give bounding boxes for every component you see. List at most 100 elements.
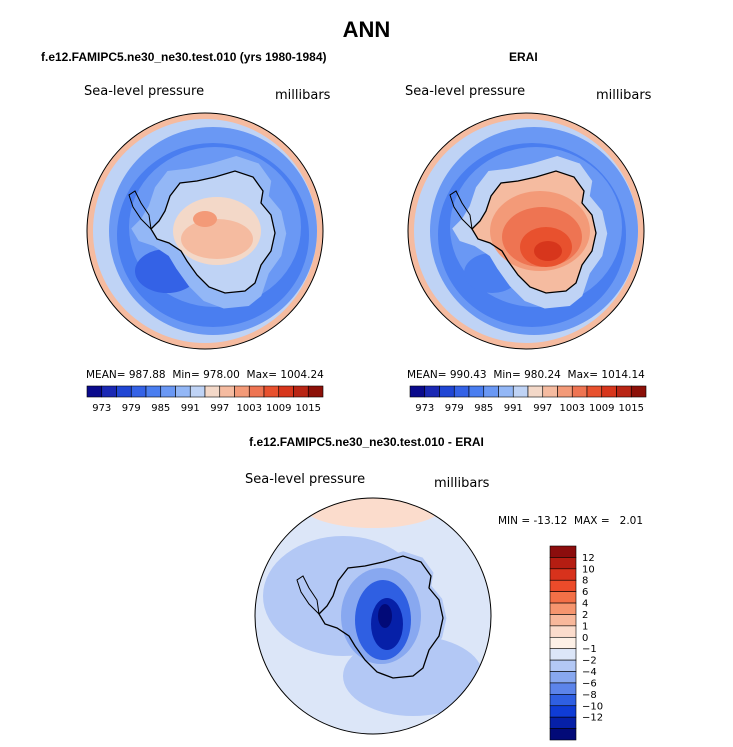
colorbar-swatch	[409, 385, 426, 398]
colorbar-swatch	[549, 682, 577, 695]
colorbar-label: 8	[582, 576, 588, 587]
colorbar-label: 2	[582, 610, 588, 621]
colorbar-label: 6	[582, 587, 588, 598]
colorbar-swatch	[130, 385, 147, 398]
coastline-peninsula	[296, 575, 320, 616]
colorbar-swatch	[549, 671, 577, 684]
colorbar-swatch	[549, 579, 577, 592]
colorbar-swatch	[549, 648, 577, 661]
colorbar-swatch	[571, 385, 588, 398]
panel-diff-units: millibars	[434, 476, 490, 491]
colorbar-swatch	[116, 385, 132, 398]
map-border	[254, 497, 492, 735]
coastline-peninsula	[128, 190, 152, 231]
max-label: MAX =	[574, 515, 610, 527]
map-field	[87, 113, 323, 349]
colorbar-label: 985	[474, 403, 493, 414]
colorbar-label: −4	[582, 667, 597, 678]
colorbar-swatch	[557, 385, 573, 398]
colorbar-swatch	[293, 385, 309, 398]
colorbar-label: 979	[445, 403, 464, 414]
colorbar-swatch	[542, 385, 558, 398]
colorbar-swatch	[439, 385, 455, 398]
colorbar-label: −10	[582, 701, 603, 712]
colorbar-swatch	[549, 557, 577, 570]
colorbar-label: 1009	[266, 403, 291, 414]
contour-band	[378, 604, 392, 628]
colorbar-swatch	[307, 385, 324, 398]
colorbar-label: 1	[582, 621, 588, 632]
map-diff	[254, 497, 492, 735]
colorbar-label: −2	[582, 656, 597, 667]
colorbar-label: 973	[92, 403, 111, 414]
colorbar-swatch	[549, 591, 577, 604]
min-value: -13.12	[533, 515, 568, 527]
colorbar-swatch	[549, 545, 577, 558]
colorbar-swatch	[86, 385, 103, 398]
colorbar-swatch	[630, 385, 647, 398]
colorbar-label: 979	[122, 403, 141, 414]
coastline-peninsula	[449, 190, 473, 231]
panel-left-variable: Sea-level pressure	[84, 84, 205, 99]
map-left-model	[86, 112, 324, 350]
min-label: Min=	[172, 369, 200, 381]
colorbar-swatch	[278, 385, 294, 398]
map-border	[407, 112, 645, 350]
colorbar-swatch	[498, 385, 514, 398]
colorbar-label: 997	[210, 403, 229, 414]
colorbar-swatch	[549, 625, 577, 638]
colorbar-left: 973 979 985 991 997 1003 1009 1015	[86, 385, 324, 414]
colorbar-swatch	[549, 636, 577, 650]
contour-band	[303, 498, 443, 528]
map-field	[255, 498, 491, 734]
colorbar-swatch	[234, 385, 250, 398]
colorbar-swatch	[549, 568, 577, 581]
colorbar-swatch	[204, 385, 221, 398]
panel-right-variable: Sea-level pressure	[405, 84, 526, 99]
colorbar-swatch	[145, 385, 162, 398]
colorbar-swatch	[453, 385, 470, 398]
max-value: 1014.14	[601, 369, 645, 381]
coastline	[471, 170, 597, 294]
contour-band	[534, 241, 562, 261]
map-border	[86, 112, 324, 350]
colorbar-swatch	[263, 385, 280, 398]
colorbar-swatch	[248, 385, 265, 398]
max-label: Max=	[567, 369, 599, 381]
colorbar-swatch	[512, 385, 529, 398]
mean-value: 990.43	[449, 369, 487, 381]
colorbar-swatch	[424, 385, 440, 398]
panel-right-units: millibars	[596, 88, 652, 103]
colorbar-label: 1015	[296, 403, 321, 414]
mean-label: MEAN=	[86, 369, 126, 381]
colorbar-label: −1	[582, 644, 597, 655]
max-label: Max=	[246, 369, 278, 381]
colorbar-label: 991	[504, 403, 523, 414]
colorbar-swatch	[549, 614, 577, 627]
colorbar-label: 1003	[560, 403, 585, 414]
panel-right-title: ERAI	[509, 50, 538, 64]
colorbar-swatch	[483, 385, 499, 398]
colorbar-swatch	[160, 385, 176, 398]
max-value: 1004.24	[280, 369, 324, 381]
coastline	[150, 170, 276, 294]
colorbar-label: 0	[582, 633, 588, 644]
panel-diff-stats: MIN = -13.12 MAX = 2.01	[498, 515, 643, 527]
panel-left-title: f.e12.FAMIPC5.ne30_ne30.test.010 (yrs 19…	[41, 50, 327, 64]
panel-diff-variable: Sea-level pressure	[245, 472, 366, 487]
min-label: Min=	[493, 369, 521, 381]
min-value: 978.00	[203, 369, 240, 381]
colorbar-label: −12	[582, 713, 603, 724]
colorbar-label: 985	[151, 403, 170, 414]
colorbar-label: 997	[533, 403, 552, 414]
colorbar-label: −6	[582, 678, 597, 689]
colorbar-swatch	[527, 385, 544, 398]
colorbar-label: 10	[582, 564, 595, 575]
contour-band	[193, 211, 217, 227]
colorbar-label: 12	[582, 553, 595, 564]
colorbar-swatch	[175, 385, 191, 398]
colorbar-swatch	[549, 716, 577, 729]
colorbar-swatch	[549, 602, 577, 615]
colorbar-swatch	[586, 385, 603, 398]
min-label: MIN =	[498, 515, 531, 527]
